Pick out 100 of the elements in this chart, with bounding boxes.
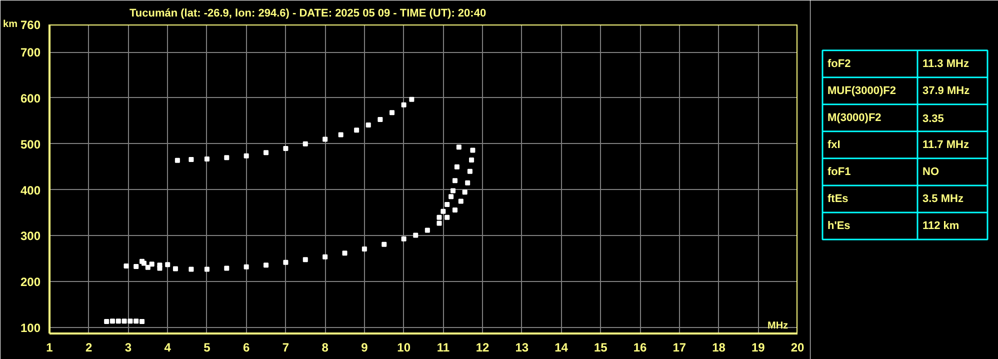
point <box>140 319 145 324</box>
point <box>444 214 450 220</box>
x-tick-label: 8 <box>322 340 329 354</box>
x-tick-label: 4 <box>164 340 172 354</box>
point <box>322 136 328 142</box>
text: fxI <box>828 138 840 151</box>
point <box>283 146 288 151</box>
y-axis-title: km <box>3 19 18 30</box>
text: 37.9 MHz <box>922 84 970 97</box>
point <box>413 232 418 238</box>
point <box>204 156 210 162</box>
text: foF2 <box>828 58 851 70</box>
x-tick-label: 3 <box>124 340 132 354</box>
point <box>322 254 328 260</box>
point <box>165 262 170 268</box>
y-tick-label: 760 <box>20 18 41 32</box>
point <box>401 236 406 242</box>
point <box>362 246 367 252</box>
point <box>134 318 139 324</box>
x-tick-label: 5 <box>204 340 211 354</box>
point <box>149 262 154 267</box>
point <box>448 194 454 200</box>
point <box>244 153 249 158</box>
x-tick-label: 13 <box>515 340 529 354</box>
text: 112 km <box>922 220 960 232</box>
point <box>462 190 468 195</box>
point <box>444 202 450 207</box>
y-tick-label: 600 <box>20 91 41 106</box>
x-tick-label: 17 <box>672 340 686 354</box>
x-tick-label: 15 <box>594 340 608 354</box>
point <box>342 250 348 256</box>
text: h'Es <box>828 220 850 232</box>
x-tick-label: 1 <box>46 340 54 354</box>
point <box>452 207 458 212</box>
point <box>188 156 194 162</box>
point <box>469 157 474 162</box>
point <box>424 228 430 233</box>
point <box>145 264 150 270</box>
text: 3.5 MHz <box>922 192 964 205</box>
point <box>224 155 230 160</box>
x-tick-label: 19 <box>751 340 766 354</box>
point <box>465 180 470 186</box>
text: ftEs <box>828 192 848 205</box>
point <box>283 260 288 265</box>
x-tick-label: 16 <box>633 340 648 354</box>
point <box>172 266 178 272</box>
point <box>116 318 121 324</box>
point <box>436 220 442 226</box>
point <box>456 144 462 150</box>
x-tick-label: 11 <box>436 340 450 354</box>
point <box>134 264 139 269</box>
text: MUF(3000)F2 <box>828 84 896 97</box>
point <box>366 122 371 128</box>
point <box>244 264 249 270</box>
x-tick-label: 6 <box>243 340 250 354</box>
text: M(3000)F2 <box>828 112 882 124</box>
x-tick-label: 7 <box>282 340 290 354</box>
y-tick-label: 500 <box>20 137 41 152</box>
point <box>467 168 472 174</box>
y-tick-label: 400 <box>20 183 41 198</box>
y-tick-label: 300 <box>20 229 41 244</box>
x-axis-title: MHz <box>768 320 788 332</box>
text: 11.3 MHz <box>922 58 970 70</box>
point <box>470 148 476 153</box>
point <box>302 141 308 146</box>
point <box>104 319 110 324</box>
x-tick-label: 12 <box>476 340 490 354</box>
point <box>174 158 180 163</box>
point <box>454 164 460 170</box>
point <box>224 266 230 271</box>
point <box>122 318 127 324</box>
point <box>157 262 162 268</box>
point <box>436 214 442 220</box>
point <box>378 117 383 122</box>
y-tick-label: 100 <box>20 321 41 336</box>
point <box>401 102 406 108</box>
point <box>188 266 194 272</box>
point <box>338 132 344 138</box>
point <box>264 262 269 268</box>
point <box>450 188 456 194</box>
text: 3.35 <box>922 112 944 125</box>
text: foF1 <box>828 166 851 178</box>
point <box>302 257 308 262</box>
point <box>354 128 360 133</box>
point <box>110 318 115 324</box>
point <box>452 178 458 184</box>
text: 11.7 MHz <box>922 138 970 151</box>
x-tick-label: 9 <box>361 340 368 354</box>
chart-title: Tucumán (lat: -26.9, lon: 294.6) - DATE: 2025 05 09 - TIME (UT): 20:40 <box>130 8 486 20</box>
point <box>264 150 269 156</box>
x-tick-label: 2 <box>86 340 93 354</box>
text: NO <box>922 166 940 178</box>
x-tick-label: 20 <box>790 340 804 354</box>
point <box>382 242 387 247</box>
x-tick-label: 14 <box>554 340 568 354</box>
point <box>128 318 133 324</box>
y-tick-label: 200 <box>20 275 41 290</box>
point <box>204 266 210 272</box>
y-tick-label: 700 <box>20 46 41 60</box>
point <box>390 110 395 116</box>
